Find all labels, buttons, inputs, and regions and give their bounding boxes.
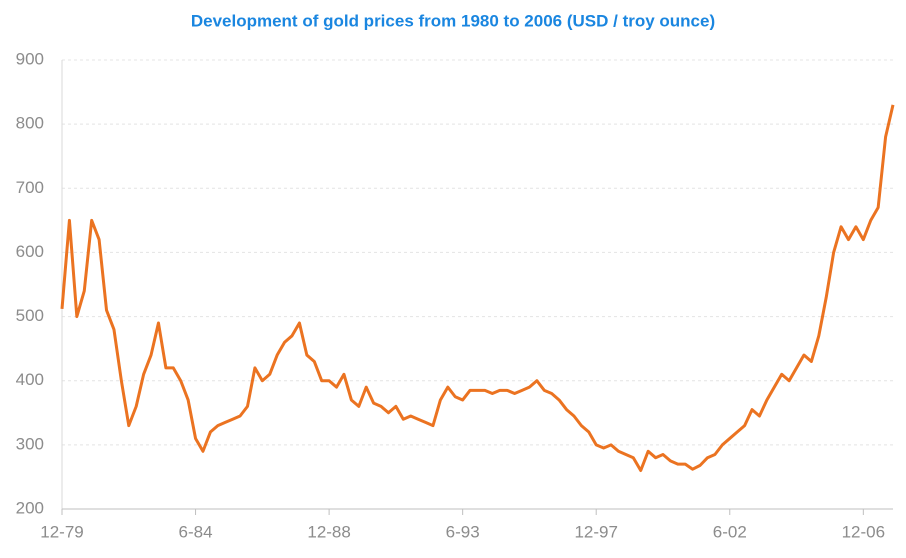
line	[60, 104, 895, 473]
x-tick-label: 12-06	[842, 522, 885, 541]
y-tick-label: 500	[16, 306, 44, 325]
x-tick-label: 12-88	[307, 522, 350, 541]
x-tick-label: 6-84	[179, 522, 213, 541]
chart-title: Development of gold prices from 1980 to …	[191, 11, 715, 30]
y-tick-label: 200	[16, 498, 44, 517]
x-tick-label: 12-97	[574, 522, 617, 541]
y-tick-label: 900	[16, 49, 44, 68]
y-tick-label: 300	[16, 434, 44, 453]
x-tick-label: 12-79	[40, 522, 83, 541]
y-tick-label: 600	[16, 242, 44, 261]
y-tick-label: 400	[16, 370, 44, 389]
y-tick-label: 800	[16, 114, 44, 133]
x-tick-label: 6-93	[446, 522, 480, 541]
y-tick-label: 700	[16, 178, 44, 197]
x-tick-label: 6-02	[713, 522, 747, 541]
